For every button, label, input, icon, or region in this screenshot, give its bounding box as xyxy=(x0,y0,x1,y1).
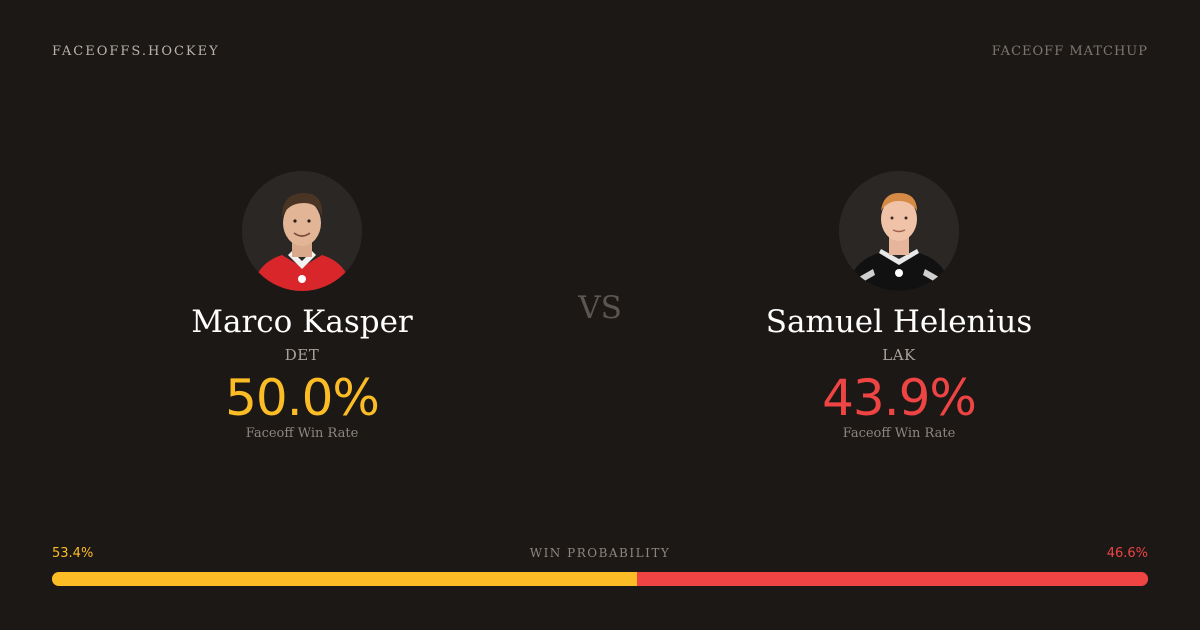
vs-label: VS xyxy=(578,290,622,326)
player-card-right: Samuel Helenius LAK 43.9% Faceoff Win Ra… xyxy=(699,171,1099,441)
win-probability-bar-left xyxy=(52,572,638,586)
player-team-right: LAK xyxy=(882,346,916,364)
brand-logo-text[interactable]: FACEOFFS.HOCKEY xyxy=(52,44,220,59)
player-headshot-icon xyxy=(242,171,362,291)
win-probability-right-value: 46.6% xyxy=(1106,546,1148,561)
page-label: FACEOFF MATCHUP xyxy=(991,44,1148,59)
player-name-right[interactable]: Samuel Helenius xyxy=(765,304,1033,340)
faceoff-win-rate-label-right: Faceoff Win Rate xyxy=(842,426,956,441)
win-probability-left-value: 53.4% xyxy=(52,546,94,561)
win-probability-bar-right xyxy=(637,572,1148,586)
faceoff-win-rate-left: 50.0% xyxy=(225,369,380,427)
player-headshot-icon xyxy=(839,171,959,291)
player-name-left[interactable]: Marco Kasper xyxy=(191,304,413,340)
player-photo-right xyxy=(839,171,959,291)
faceoff-win-rate-right: 43.9% xyxy=(822,369,977,427)
player-photo-left xyxy=(242,171,362,291)
player-card-left: Marco Kasper DET 50.0% Faceoff Win Rate xyxy=(102,171,502,441)
win-probability-bar xyxy=(52,572,1148,586)
win-probability-title: WIN PROBABILITY xyxy=(529,546,671,560)
player-team-left: DET xyxy=(284,346,320,364)
faceoff-win-rate-label-left: Faceoff Win Rate xyxy=(245,426,359,441)
